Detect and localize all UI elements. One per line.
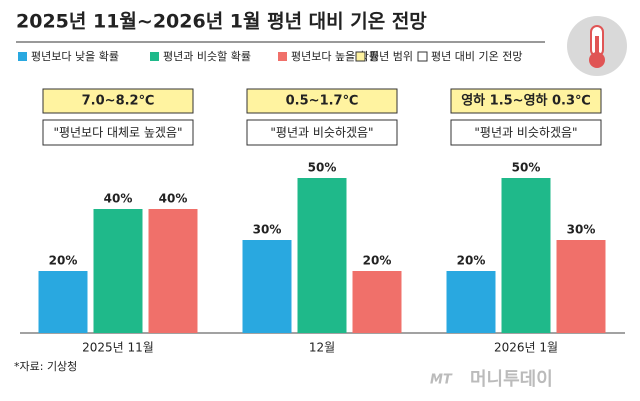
range-label: 영하 1.5~영하 0.3℃ [461, 93, 591, 109]
value-label: 30% [253, 223, 282, 237]
value-label: 20% [363, 254, 392, 268]
legend-swatch [150, 52, 159, 61]
range-box [42, 88, 194, 114]
bar [352, 271, 402, 333]
bar [148, 209, 198, 333]
x-tick-label: 2026년 1월 [494, 341, 558, 355]
source: *자료: 기상청 [14, 360, 77, 373]
legend-swatch [355, 51, 366, 62]
value-label: 20% [49, 254, 78, 268]
bar [556, 240, 606, 333]
bar [242, 240, 292, 333]
legend-label: 평년과 비슷할 확률 [163, 50, 251, 63]
bar [297, 178, 347, 333]
bar [38, 271, 88, 333]
value-label: 20% [457, 254, 486, 268]
outlook-label: "평년과 비슷하겠음" [270, 126, 373, 140]
outlook-box [450, 119, 602, 146]
legend-swatch [278, 52, 287, 61]
value-label: 50% [308, 161, 337, 175]
legend-label: 평년보다 낮을 확률 [31, 50, 119, 63]
watermark: 머니투데이 [470, 369, 553, 390]
legend-swatch [417, 51, 428, 62]
legend-label: 평년 범위 [369, 50, 413, 63]
range-box [246, 88, 398, 114]
outlook-label: "평년과 비슷하겠음" [474, 126, 577, 140]
legend-swatch [18, 52, 27, 61]
range-label: 0.5~1.7℃ [286, 94, 359, 109]
legend-label: 평년 대비 기온 전망 [431, 50, 522, 63]
bar [446, 271, 496, 333]
x-tick-label: 2025년 11월 [82, 341, 154, 355]
bar [93, 209, 143, 333]
watermark-logo: MT [430, 373, 453, 388]
outlook-box [42, 119, 194, 146]
bar [501, 178, 551, 333]
value-label: 50% [512, 161, 541, 175]
range-label: 7.0~8.2℃ [82, 94, 155, 109]
outlook-label: "평년보다 대체로 높겠음" [53, 126, 182, 140]
range-box [450, 88, 602, 114]
legend-label: 평년보다 높을 확률 [291, 50, 379, 63]
x-tick-label: 12월 [309, 341, 335, 355]
outlook-box [246, 119, 398, 146]
chart-title: 2025년 11월~2026년 1월 평년 대비 기온 전망 [16, 11, 427, 33]
thermometer-icon [567, 16, 627, 76]
value-label: 40% [159, 192, 188, 206]
value-label: 40% [104, 192, 133, 206]
value-label: 30% [567, 223, 596, 237]
